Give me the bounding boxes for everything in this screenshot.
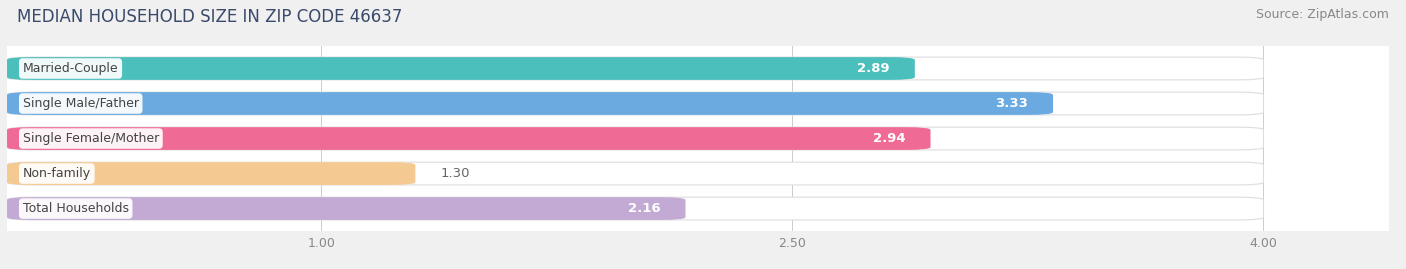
FancyBboxPatch shape [7,197,1264,220]
FancyBboxPatch shape [7,57,915,80]
Text: 3.33: 3.33 [995,97,1028,110]
Text: MEDIAN HOUSEHOLD SIZE IN ZIP CODE 46637: MEDIAN HOUSEHOLD SIZE IN ZIP CODE 46637 [17,8,402,26]
Text: 1.30: 1.30 [440,167,470,180]
Text: 2.89: 2.89 [858,62,890,75]
Text: Married-Couple: Married-Couple [22,62,118,75]
FancyBboxPatch shape [7,127,1264,150]
Text: Source: ZipAtlas.com: Source: ZipAtlas.com [1256,8,1389,21]
FancyBboxPatch shape [7,92,1264,115]
Text: Single Female/Mother: Single Female/Mother [22,132,159,145]
FancyBboxPatch shape [7,92,1053,115]
Text: 2.16: 2.16 [627,202,661,215]
Text: Single Male/Father: Single Male/Father [22,97,139,110]
Text: 2.94: 2.94 [873,132,905,145]
FancyBboxPatch shape [7,197,686,220]
FancyBboxPatch shape [7,57,1264,80]
FancyBboxPatch shape [7,162,1264,185]
Text: Total Households: Total Households [22,202,129,215]
FancyBboxPatch shape [7,127,931,150]
FancyBboxPatch shape [7,162,415,185]
Text: Non-family: Non-family [22,167,91,180]
